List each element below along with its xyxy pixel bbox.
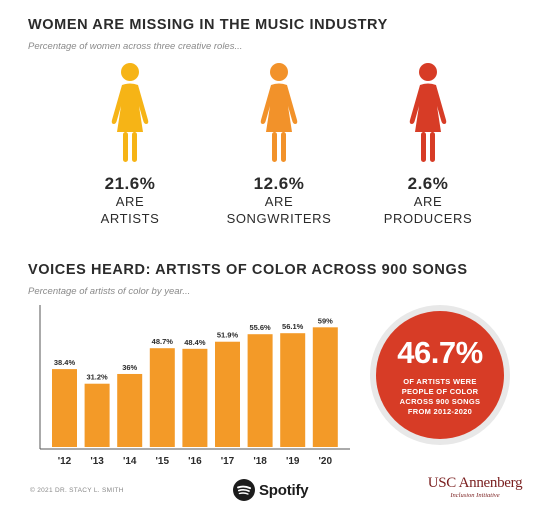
stat-percent: 2.6%: [407, 174, 449, 193]
bar-value-label: 48.7%: [152, 337, 174, 346]
x-tick-label: '18: [253, 456, 267, 467]
bar-value-label: 51.9%: [217, 331, 239, 340]
stat-songwriters: 12.6% ARE SONGWRITERS: [204, 175, 354, 227]
stat-percent: 12.6%: [253, 174, 305, 193]
x-tick-label: '13: [90, 456, 104, 467]
stat-percent: 21.6%: [104, 174, 156, 193]
bar-value-label: 59%: [318, 316, 333, 325]
stat-role: SONGWRITERS: [226, 211, 332, 226]
stat-role: ARTISTS: [100, 211, 160, 226]
spotify-logo-icon: [233, 479, 255, 501]
x-tick-label: '16: [188, 456, 202, 467]
usc-annenberg-wordmark: USC Annenberg: [427, 475, 523, 491]
bar-value-label: 36%: [122, 363, 137, 372]
x-tick-label: '17: [221, 456, 235, 467]
woman-icon-artists: [111, 63, 149, 162]
bar-value-label: 55.6%: [249, 323, 271, 332]
bar: [84, 383, 110, 447]
x-tick-label: '14: [123, 456, 137, 467]
stat-are: ARE: [264, 194, 294, 209]
spotify-label: Spotify: [259, 481, 309, 499]
callout-circle-inner: 46.7% OF ARTISTS WERE PEOPLE OF COLOR AC…: [376, 311, 504, 439]
bar: [247, 334, 273, 447]
x-tick-label: '15: [156, 456, 170, 467]
spotify-logo: Spotify: [233, 478, 309, 502]
section-title-voices: VOICES HEARD: ARTISTS OF COLOR ACROSS 90…: [28, 262, 468, 278]
bar: [52, 369, 77, 447]
x-tick-label: '19: [286, 456, 300, 467]
section-subtitle-voices: Percentage of artists of color by year..…: [28, 286, 191, 297]
bar-value-label: 48.4%: [184, 338, 206, 347]
section-title-women: WOMEN ARE MISSING IN THE MUSIC INDUSTRY: [28, 17, 388, 33]
callout-line: OF ARTISTS WERE: [403, 377, 477, 386]
bar: [215, 341, 240, 447]
usc-annenberg-logo: USC Annenberg Inclusion Initiative: [425, 474, 525, 500]
callout-line: FROM 2012-2020: [407, 407, 473, 416]
bar: [117, 373, 143, 447]
stat-are: ARE: [115, 194, 145, 209]
copyright: © 2021 DR. STACY L. SMITH: [30, 487, 124, 494]
x-tick-label: '20: [319, 456, 333, 467]
bar-value-label: 31.2%: [86, 373, 108, 382]
bar: [312, 327, 338, 447]
callout-circle: 46.7% OF ARTISTS WERE PEOPLE OF COLOR AC…: [370, 305, 510, 445]
x-tick-label: '12: [58, 456, 72, 467]
bar-value-label: 38.4%: [54, 358, 76, 367]
callout-line: ACROSS 900 SONGS: [399, 397, 481, 406]
stat-role: PRODUCERS: [383, 211, 473, 226]
usc-inclusion-initiative: Inclusion Initiative: [450, 492, 500, 499]
stat-artists: 21.6% ARE ARTISTS: [55, 175, 205, 227]
woman-icon-producers: [409, 63, 447, 162]
stat-producers: 2.6% ARE PRODUCERS: [353, 175, 503, 227]
section-subtitle-women: Percentage of women across three creativ…: [28, 41, 243, 52]
woman-icon-songwriters: [260, 63, 298, 162]
bar: [182, 348, 208, 447]
callout-line: PEOPLE OF COLOR: [401, 387, 479, 396]
bar: [149, 348, 175, 447]
bar-value-label: 56.1%: [282, 322, 304, 331]
stat-are: ARE: [413, 194, 443, 209]
bar: [280, 333, 306, 447]
callout-value: 46.7%: [397, 335, 483, 370]
